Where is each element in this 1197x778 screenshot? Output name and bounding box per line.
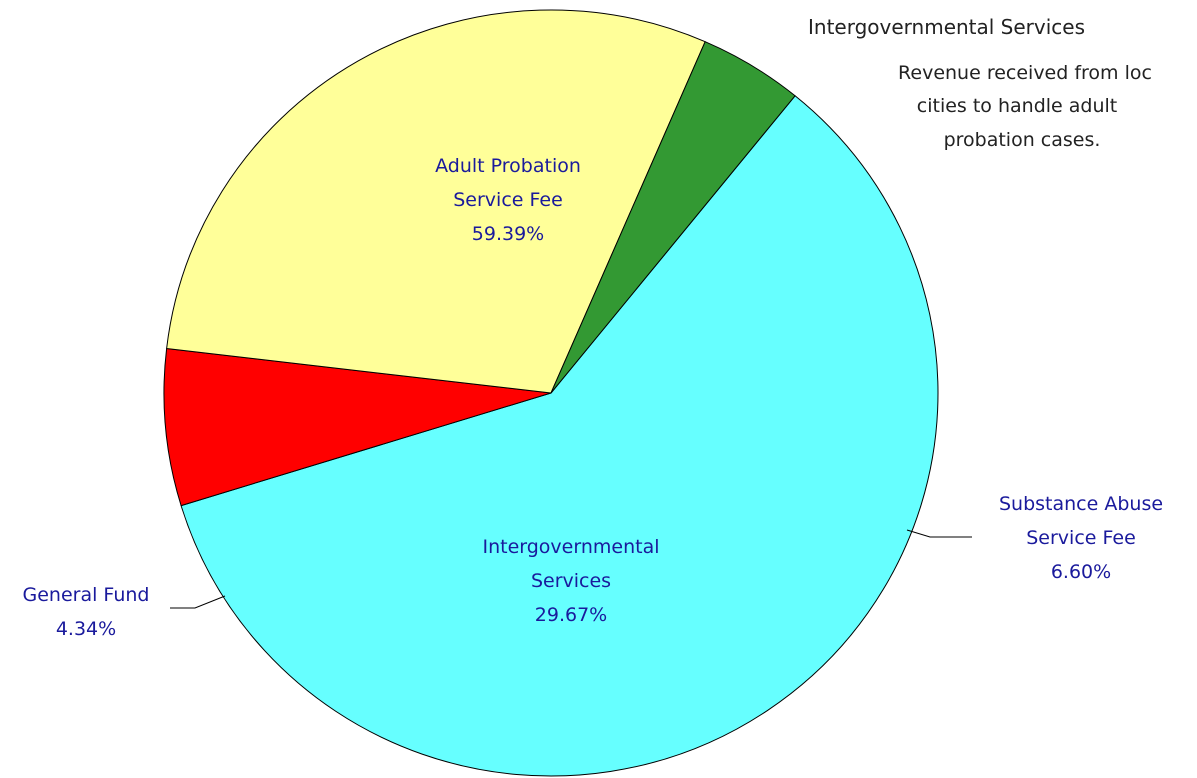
pie-slice-substance-abuse-service-fee[interactable] bbox=[163, 348, 552, 507]
slice-label: Service Fee bbox=[1026, 527, 1136, 549]
slice-labels: Adult Probation Service Fee 59.39% Substanc… bbox=[23, 155, 1164, 640]
slice-percent-label: 4.34% bbox=[56, 618, 116, 640]
tooltip-title: Intergovernmental Services bbox=[808, 15, 1085, 39]
leader-lines bbox=[170, 529, 972, 609]
pie-slice-intergovernmental-services[interactable] bbox=[166, 9, 706, 394]
slice-label: Intergovernmental bbox=[482, 536, 659, 558]
tooltip: Intergovernmental Services Revenue recei… bbox=[808, 15, 1152, 151]
slice-label: Services bbox=[531, 570, 611, 592]
slices-layer bbox=[163, 9, 939, 777]
pie-slice-general-fund[interactable] bbox=[550, 41, 796, 394]
slice-label: Substance Abuse bbox=[999, 493, 1163, 515]
slice-percent-label: 59.39% bbox=[472, 223, 544, 245]
tooltip-body-line: probation cases. bbox=[944, 129, 1101, 151]
slice-percent-label: 6.60% bbox=[1051, 561, 1111, 583]
slice-label: General Fund bbox=[23, 584, 150, 606]
pie-slice-adult-probation-service-fee[interactable] bbox=[180, 95, 939, 777]
slice-label: Service Fee bbox=[453, 189, 563, 211]
slice-percent-label: 29.67% bbox=[535, 604, 607, 626]
leader-line bbox=[906, 529, 972, 538]
slice-label: Adult Probation bbox=[435, 155, 581, 177]
tooltip-body-line: cities to handle adult bbox=[917, 95, 1117, 117]
tooltip-body-line: Revenue received from loc bbox=[898, 62, 1152, 84]
leader-line bbox=[170, 595, 226, 609]
